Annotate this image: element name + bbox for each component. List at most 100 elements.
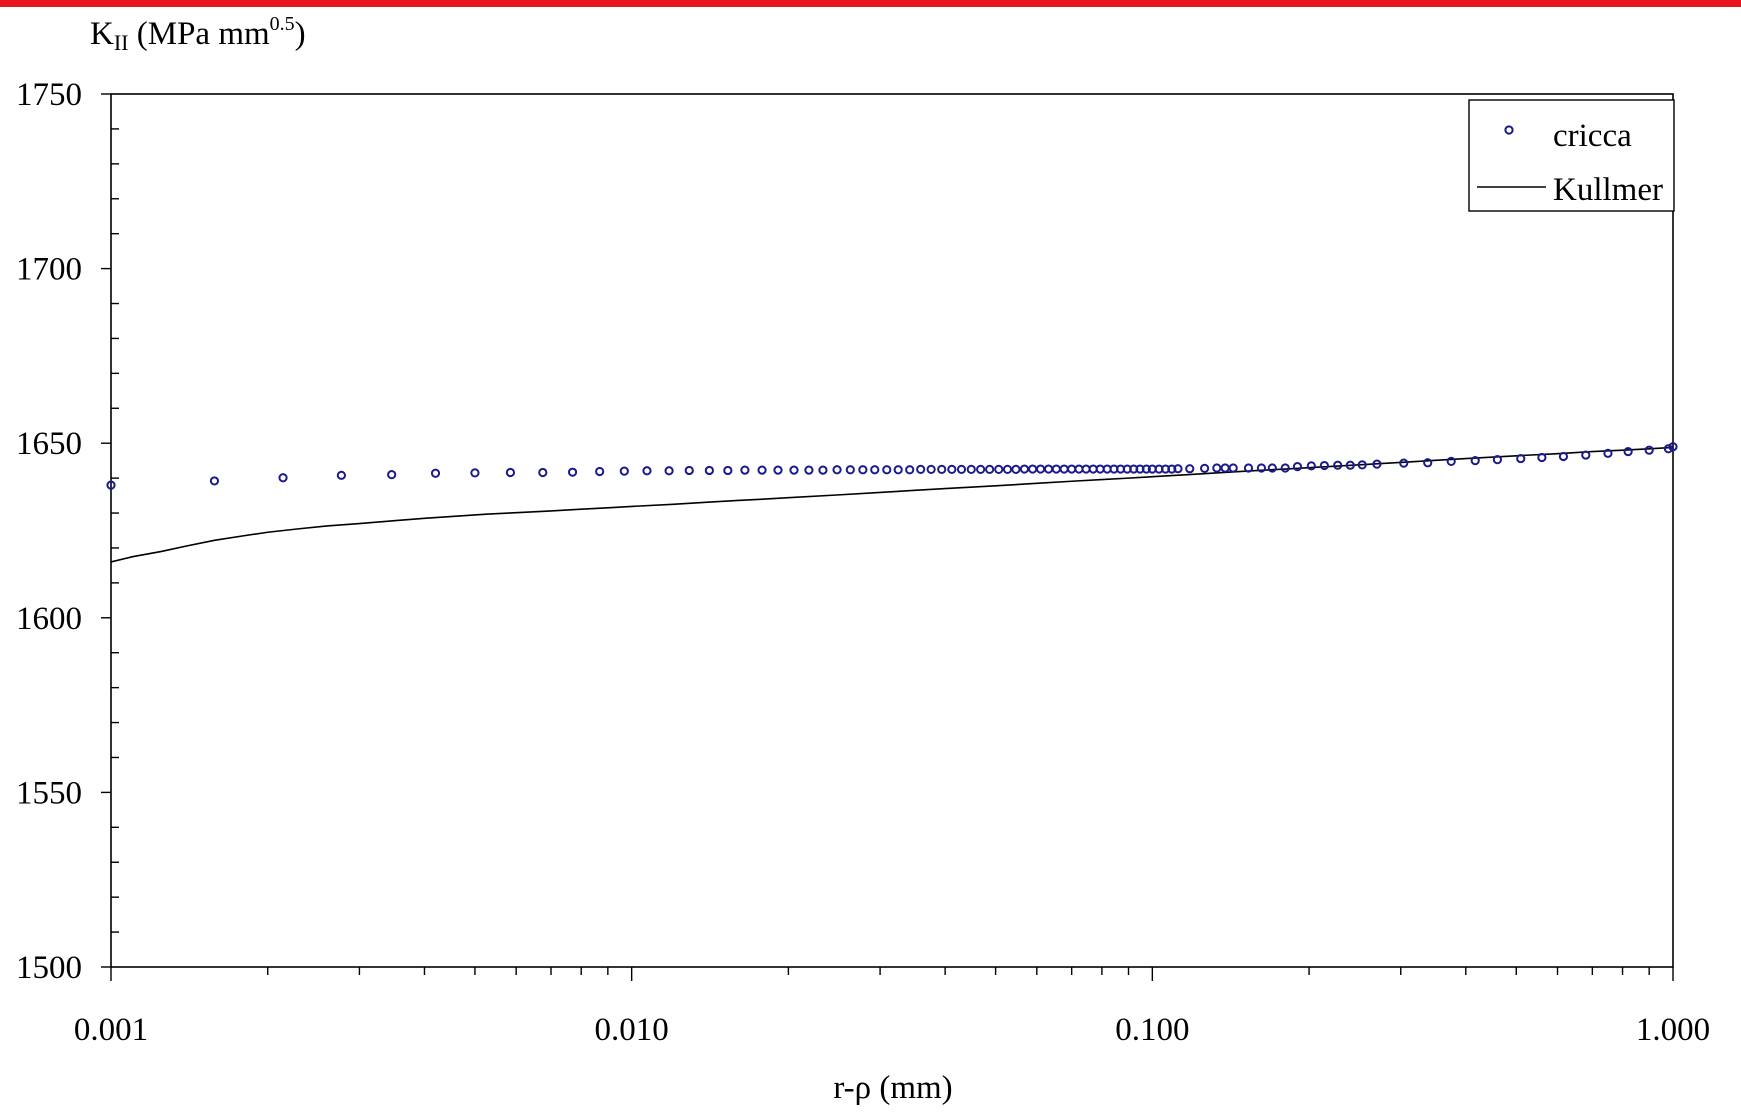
x-tick-label: 0.010 (595, 1012, 669, 1048)
cricca-point (947, 464, 957, 474)
cricca-point (278, 473, 288, 483)
cricca-point (1357, 460, 1367, 470)
cricca-point (1581, 450, 1591, 460)
cricca-point (1623, 446, 1633, 457)
cricca-point (1141, 464, 1151, 474)
cricca-point (1516, 453, 1526, 464)
cricca-point (1185, 464, 1195, 474)
cricca-point (882, 465, 892, 475)
x-tick-label: 0.001 (74, 1012, 148, 1048)
cricca-point (1067, 464, 1077, 474)
y-tick-label: 1500 (16, 950, 82, 986)
cricca-point (926, 464, 936, 474)
cricca-point (684, 465, 694, 476)
y-axis-title-symbol: K (90, 16, 114, 52)
cricca-point (387, 470, 397, 480)
y-tick-label: 1650 (16, 426, 82, 462)
cricca-point (832, 465, 842, 475)
y-axis-title-units: (MPa mm (129, 16, 271, 52)
cricca-point (1372, 459, 1382, 469)
cricca-point (994, 464, 1004, 474)
y-axis-title-subscript: II (114, 30, 129, 55)
series-kullmer (110, 446, 1674, 563)
cricca-point (1043, 464, 1054, 474)
cricca-point (789, 465, 799, 475)
cricca-point (209, 476, 220, 486)
plot-area (110, 93, 1674, 968)
y-tick-label: 1600 (16, 601, 82, 637)
kullmer-line (110, 446, 1674, 563)
legend-label-kullmer: Kullmer (1553, 172, 1663, 208)
cricca-point (430, 468, 441, 478)
cricca-point (1399, 458, 1409, 468)
cricca-point (336, 470, 346, 480)
cricca-point (757, 465, 767, 475)
cricca-point (937, 464, 947, 474)
cricca-point (1603, 448, 1613, 458)
cricca-point (858, 465, 868, 475)
x-tick-label: 0.100 (1115, 1012, 1189, 1048)
cricca-point (1470, 456, 1480, 466)
cricca-point (1267, 463, 1277, 473)
cricca-point (773, 465, 783, 475)
cricca-point (1537, 452, 1547, 463)
cricca-point (1663, 444, 1674, 454)
cricca-point (1228, 463, 1238, 473)
cricca-point (1167, 464, 1177, 474)
cricca-point (905, 465, 915, 475)
cricca-point (845, 465, 855, 475)
cricca-point (1644, 445, 1654, 455)
y-tick-label: 1750 (16, 77, 82, 113)
cricca-point (1292, 461, 1303, 472)
cricca-point (1051, 464, 1061, 474)
cricca-point (818, 465, 828, 475)
cricca-point (1212, 463, 1222, 473)
cricca-point (1199, 463, 1210, 473)
legend: cricca Kullmer (1468, 99, 1675, 212)
cricca-point (664, 466, 674, 476)
legend-label-cricca: cricca (1553, 118, 1632, 154)
y-axis-title: KII (MPa mm0.5) (90, 13, 306, 55)
cricca-point (1011, 464, 1021, 474)
cricca-point (1333, 460, 1343, 470)
cricca-point (1345, 460, 1355, 470)
y-tick-label: 1550 (16, 775, 82, 811)
cricca-point (976, 464, 986, 474)
cricca-point (804, 465, 814, 475)
cricca-point (1446, 456, 1456, 466)
y-tick-label: 1700 (16, 252, 82, 288)
cricca-point (1028, 464, 1038, 474)
cricca-point (1319, 460, 1329, 471)
cricca-point (595, 466, 605, 477)
cricca-point (1306, 461, 1316, 471)
legend-marker-cricca (1504, 125, 1514, 135)
cricca-point (1019, 464, 1030, 474)
cricca-point (985, 464, 995, 474)
cricca-point (642, 466, 652, 476)
y-axis-title-close: ) (295, 16, 306, 52)
y-axis-title-exponent: 0.5 (270, 13, 295, 35)
cricca-point (1280, 463, 1290, 473)
cricca-point (1558, 451, 1569, 462)
x-axis: 0.001 0.010 0.100 1.000 (74, 967, 1710, 1048)
cricca-point (538, 467, 548, 478)
cricca-point (893, 465, 903, 475)
cricca-point (956, 464, 967, 474)
cricca-point (505, 467, 516, 478)
cricca-point (966, 464, 976, 474)
series-cricca (106, 442, 1678, 490)
y-axis: 1500 1550 1600 1650 1700 1750 (16, 77, 119, 986)
cricca-point (1423, 458, 1433, 468)
cricca-point (916, 464, 926, 474)
x-tick-label: 1.000 (1636, 1012, 1710, 1048)
cricca-point (1059, 464, 1069, 474)
cricca-point (1256, 463, 1267, 473)
cricca-point (106, 480, 116, 490)
top-accent-bar (0, 0, 1741, 7)
cricca-point (1668, 442, 1678, 452)
cricca-point (704, 465, 714, 476)
cricca-point (1243, 463, 1254, 473)
cricca-point (1035, 464, 1046, 474)
cricca-point (470, 468, 480, 478)
